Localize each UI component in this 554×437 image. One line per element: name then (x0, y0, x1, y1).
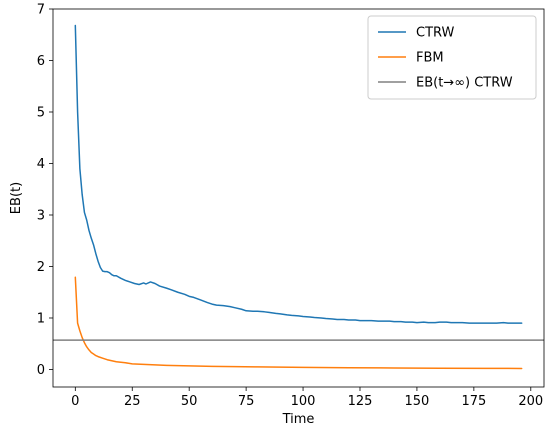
y-tick-label: 1 (37, 311, 45, 326)
legend-label-ctrw: CTRW (416, 26, 455, 41)
y-axis-label: EB(t) (9, 182, 24, 214)
x-axis-label: Time (282, 412, 315, 427)
x-tick-label: 200 (518, 394, 543, 409)
y-tick-label: 3 (37, 208, 45, 223)
y-tick-label: 0 (37, 363, 45, 378)
series-line-fbm (74, 276, 523, 370)
legend-box (367, 15, 537, 100)
axes: 0 25 50 75 100 125 150 175 200 0 1 2 3 4 5 6 7 Time EB(t) (9, 3, 545, 427)
x-tick-label: 50 (181, 394, 198, 409)
x-tick-label: 0 (71, 394, 79, 409)
y-tick-label: 4 (37, 157, 45, 172)
y-tick-label: 2 (37, 260, 45, 275)
x-tick-label: 75 (238, 394, 255, 409)
x-tick-label: 25 (124, 394, 141, 409)
legend: CTRW FBM EB(t→∞) CTRW (367, 15, 537, 100)
y-tick-label: 5 (37, 105, 45, 120)
x-tick-label: 175 (461, 394, 486, 409)
legend-label-eb-t-ctrw: EB(t→∞) CTRW (416, 76, 513, 91)
y-tick-label: 6 (37, 54, 45, 69)
x-tick-label: 125 (348, 394, 373, 409)
axes-frame (52, 8, 545, 388)
plot-area (53, 24, 544, 370)
x-tick-label: 150 (405, 394, 430, 409)
legend-label-fbm: FBM (416, 51, 444, 66)
x-tick-label: 100 (291, 394, 316, 409)
series-line-ctrw (74, 24, 523, 324)
y-tick-label: 7 (37, 3, 45, 18)
